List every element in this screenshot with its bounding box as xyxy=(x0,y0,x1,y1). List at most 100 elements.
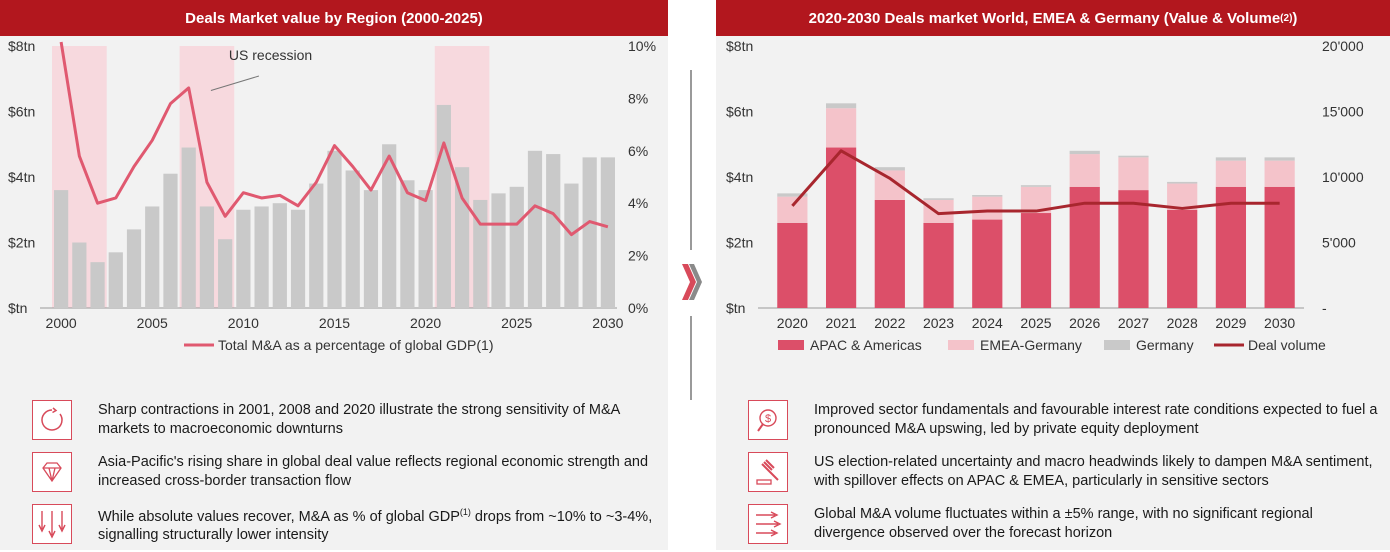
right-axis-label: - xyxy=(1322,300,1327,316)
stacked-bar-segment xyxy=(825,108,857,148)
stacked-bar-segment xyxy=(1215,157,1247,161)
x-tick-label: 2025 xyxy=(501,315,532,331)
stacked-bar-segment xyxy=(1167,183,1198,210)
bullet-item: Global M&A volume fluctuates within a ±5… xyxy=(748,500,1380,548)
value-bar xyxy=(327,150,342,308)
legend-swatch xyxy=(778,340,804,350)
x-tick-label: 2005 xyxy=(137,315,168,331)
value-bar xyxy=(363,190,379,308)
x-tick-label: 2026 xyxy=(1069,315,1100,331)
stacked-bar-segment xyxy=(1167,209,1198,308)
left-axis-label: $4tn xyxy=(8,169,35,185)
x-tick-label: 2010 xyxy=(228,315,259,331)
left-axis-label: $2tn xyxy=(8,235,35,251)
stacked-bar-segment xyxy=(972,219,1003,308)
value-bar xyxy=(382,144,397,308)
cycle-icon xyxy=(32,400,72,440)
value-bar xyxy=(546,154,561,308)
value-bar xyxy=(126,229,142,308)
stacked-bar-segment xyxy=(1118,157,1149,191)
stacked-bar-segment xyxy=(1020,213,1052,308)
bullet-item: US election-related uncertainty and macr… xyxy=(748,448,1380,496)
down-arrows-icon xyxy=(32,504,72,544)
right-axis-label: 5'000 xyxy=(1322,235,1356,251)
x-tick-label: 2027 xyxy=(1118,315,1149,331)
stacked-bar-segment xyxy=(1264,157,1295,161)
right-axis-label: 2% xyxy=(628,248,648,264)
stacked-bar-segment xyxy=(1020,185,1052,187)
value-bar xyxy=(345,170,360,308)
legend-swatch xyxy=(1104,340,1130,350)
value-bar xyxy=(564,183,579,308)
value-bar xyxy=(418,190,433,308)
bullet-text: Improved sector fundamentals and favoura… xyxy=(814,402,1378,437)
left-panel-title: Deals Market value by Region (2000-2025) xyxy=(0,0,668,36)
stacked-bar-segment xyxy=(825,147,857,308)
x-tick-label: 2020 xyxy=(777,315,808,331)
legend-label: APAC & Americas xyxy=(810,337,922,353)
left-axis-label: $8tn xyxy=(726,38,753,54)
bullet-item: $ Improved sector fundamentals and favou… xyxy=(748,396,1380,444)
left-axis-label: $8tn xyxy=(8,38,35,54)
bullet-text: Asia-Pacific's rising share in global de… xyxy=(98,454,649,489)
value-bar xyxy=(290,209,306,308)
x-tick-label: 2028 xyxy=(1167,315,1198,331)
value-bar xyxy=(236,209,251,308)
separator-line xyxy=(690,70,692,250)
stacked-bar-segment xyxy=(1215,160,1247,187)
value-bar xyxy=(254,206,269,308)
stacked-bar-segment xyxy=(777,193,808,197)
value-bar xyxy=(400,180,415,308)
legend-label: Germany xyxy=(1136,337,1194,353)
value-bar xyxy=(199,206,215,308)
right-panel-title: 2020-2030 Deals market World, EMEA & Ger… xyxy=(716,0,1390,36)
stacked-bar-segment xyxy=(1264,186,1295,308)
stacked-bar-segment xyxy=(1264,160,1295,187)
annotation-label: US recession xyxy=(229,47,312,63)
bullet-item: Asia-Pacific's rising share in global de… xyxy=(32,448,658,496)
dollar-search-icon: $ xyxy=(748,400,788,440)
right-axis-label: 6% xyxy=(628,143,648,159)
value-bar xyxy=(582,157,597,308)
stacked-bar-segment xyxy=(1069,186,1100,308)
left-panel: Deals Market value by Region (2000-2025)… xyxy=(0,0,668,550)
stacked-bar-segment xyxy=(923,199,954,223)
bullet-text: Sharp contractions in 2001, 2008 and 202… xyxy=(98,402,620,437)
x-tick-label: 2030 xyxy=(1264,315,1295,331)
left-axis-label: $6tn xyxy=(8,104,35,120)
stacked-bar-segment xyxy=(1215,186,1247,308)
value-bar xyxy=(272,203,287,308)
bullet-text: US election-related uncertainty and macr… xyxy=(814,454,1373,489)
left-axis-label: $6tn xyxy=(726,104,753,120)
value-bar xyxy=(309,183,324,308)
bullet-text: While absolute values recover, M&A as % … xyxy=(98,506,653,544)
x-tick-label: 2022 xyxy=(874,315,905,331)
x-tick-label: 2023 xyxy=(923,315,954,331)
value-bar xyxy=(181,147,196,308)
chevron-right-icon xyxy=(682,264,702,300)
x-tick-label: 2020 xyxy=(410,315,441,331)
value-bar xyxy=(509,186,524,308)
value-bar xyxy=(454,167,470,308)
left-axis-label: $tn xyxy=(726,300,745,316)
value-bar xyxy=(218,239,233,308)
stacked-bar-segment xyxy=(1069,150,1100,155)
deal-volume-line xyxy=(791,149,1280,216)
right-bullets: $ Improved sector fundamentals and favou… xyxy=(748,396,1380,552)
market-value-chart: $tn $2tn $4tn $6tn $8tn 0% 2% 4% 6% 8% 10% 2000 2005… xyxy=(8,38,656,353)
arrows-right-icon xyxy=(748,504,788,544)
bullet-item: Sharp contractions in 2001, 2008 and 202… xyxy=(32,396,658,444)
x-tick-label: 2029 xyxy=(1215,315,1246,331)
legend-swatch xyxy=(948,340,974,350)
x-tick-label: 2021 xyxy=(826,315,857,331)
value-bar xyxy=(600,157,615,308)
stacked-bar-segment xyxy=(923,198,954,200)
x-tick-label: 2030 xyxy=(592,315,623,331)
right-axis-label: 10% xyxy=(628,38,656,54)
right-axis-label: 8% xyxy=(628,90,648,106)
stacked-bar-segment xyxy=(777,196,808,223)
value-bar xyxy=(54,190,69,308)
x-tick-label: 2025 xyxy=(1020,315,1051,331)
x-tick-label: 2015 xyxy=(319,315,350,331)
annotation-leader xyxy=(210,75,260,92)
